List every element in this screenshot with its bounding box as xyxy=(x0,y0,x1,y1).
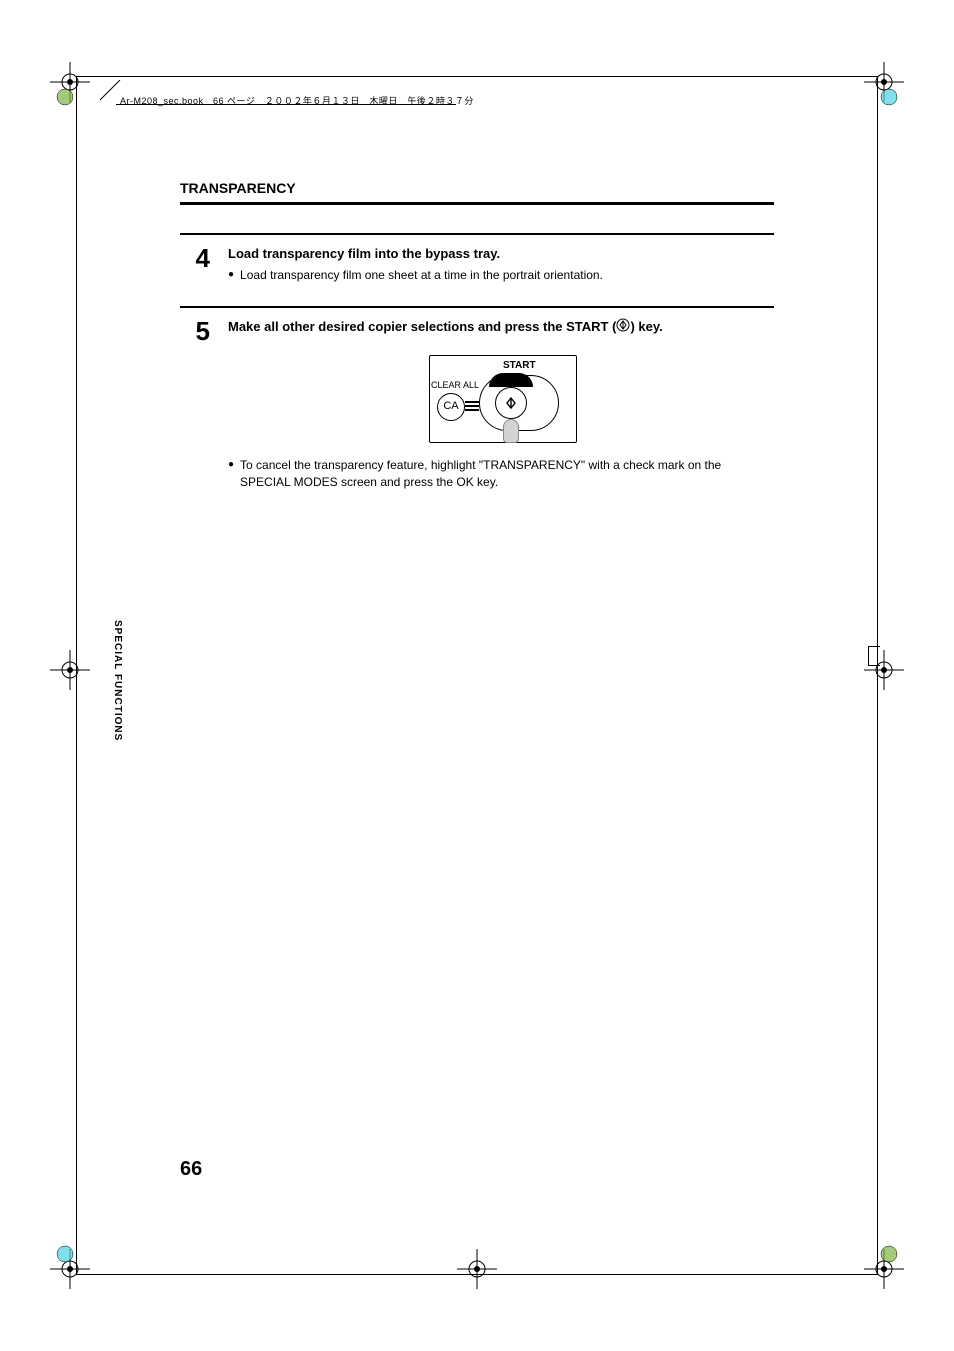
title-rule xyxy=(180,202,774,205)
section-title: TRANSPARENCY xyxy=(180,180,774,196)
registration-circle-icon xyxy=(56,88,74,106)
bullet-line: ● Load transparency film one sheet at a … xyxy=(228,267,774,284)
step-rule xyxy=(180,306,774,308)
frame-notch-icon xyxy=(868,646,880,666)
ca-button-icon: CA xyxy=(437,393,465,421)
start-label: START xyxy=(503,359,536,373)
step-heading: Load transparency film into the bypass t… xyxy=(228,245,774,263)
diagram-wrap: START CLEAR ALL CA xyxy=(228,351,774,447)
step-number: 5 xyxy=(180,318,210,491)
step-5: 5 Make all other desired copier selectio… xyxy=(180,318,774,491)
step-rule xyxy=(180,233,774,235)
start-diamond-icon xyxy=(616,318,630,337)
header-underline xyxy=(116,104,456,105)
bullet-text: To cancel the transparency feature, high… xyxy=(240,457,774,491)
content-area: TRANSPARENCY 4 Load transparency film in… xyxy=(180,180,774,513)
finger-press-icon xyxy=(503,419,519,443)
clear-all-label: CLEAR ALL xyxy=(431,379,479,392)
page-number: 66 xyxy=(180,1158,202,1181)
step-4: 4 Load transparency film into the bypass… xyxy=(180,245,774,284)
bullet-icon: ● xyxy=(228,267,234,284)
connector-icon xyxy=(465,405,479,407)
start-inner-icon xyxy=(495,387,527,419)
step-body: Make all other desired copier selections… xyxy=(228,318,774,491)
step-body: Load transparency film into the bypass t… xyxy=(228,245,774,284)
bullet-icon: ● xyxy=(228,457,234,491)
side-tab-label: SPECIAL FUNCTIONS xyxy=(112,620,123,741)
registration-circle-icon xyxy=(56,1245,74,1263)
heading-pre: Make all other desired copier selections… xyxy=(228,319,616,334)
header-info-text: Ar-M208_sec.book 66 ページ ２００２年６月１３日 木曜日 午… xyxy=(120,94,474,107)
bullet-text: Load transparency film one sheet at a ti… xyxy=(240,267,603,284)
crop-mark-icon xyxy=(457,1249,497,1289)
control-panel-diagram: START CLEAR ALL CA xyxy=(421,351,581,447)
registration-circle-icon xyxy=(880,88,898,106)
crop-mark-icon xyxy=(50,650,90,690)
bullet-line: ● To cancel the transparency feature, hi… xyxy=(228,457,774,491)
diamond-icon xyxy=(504,396,518,410)
step-heading: Make all other desired copier selections… xyxy=(228,318,774,337)
ca-text: CA xyxy=(443,399,458,414)
registration-circle-icon xyxy=(880,1245,898,1263)
start-dark-icon xyxy=(489,373,533,387)
step-number: 4 xyxy=(180,245,210,284)
heading-post: ) key. xyxy=(630,319,662,334)
